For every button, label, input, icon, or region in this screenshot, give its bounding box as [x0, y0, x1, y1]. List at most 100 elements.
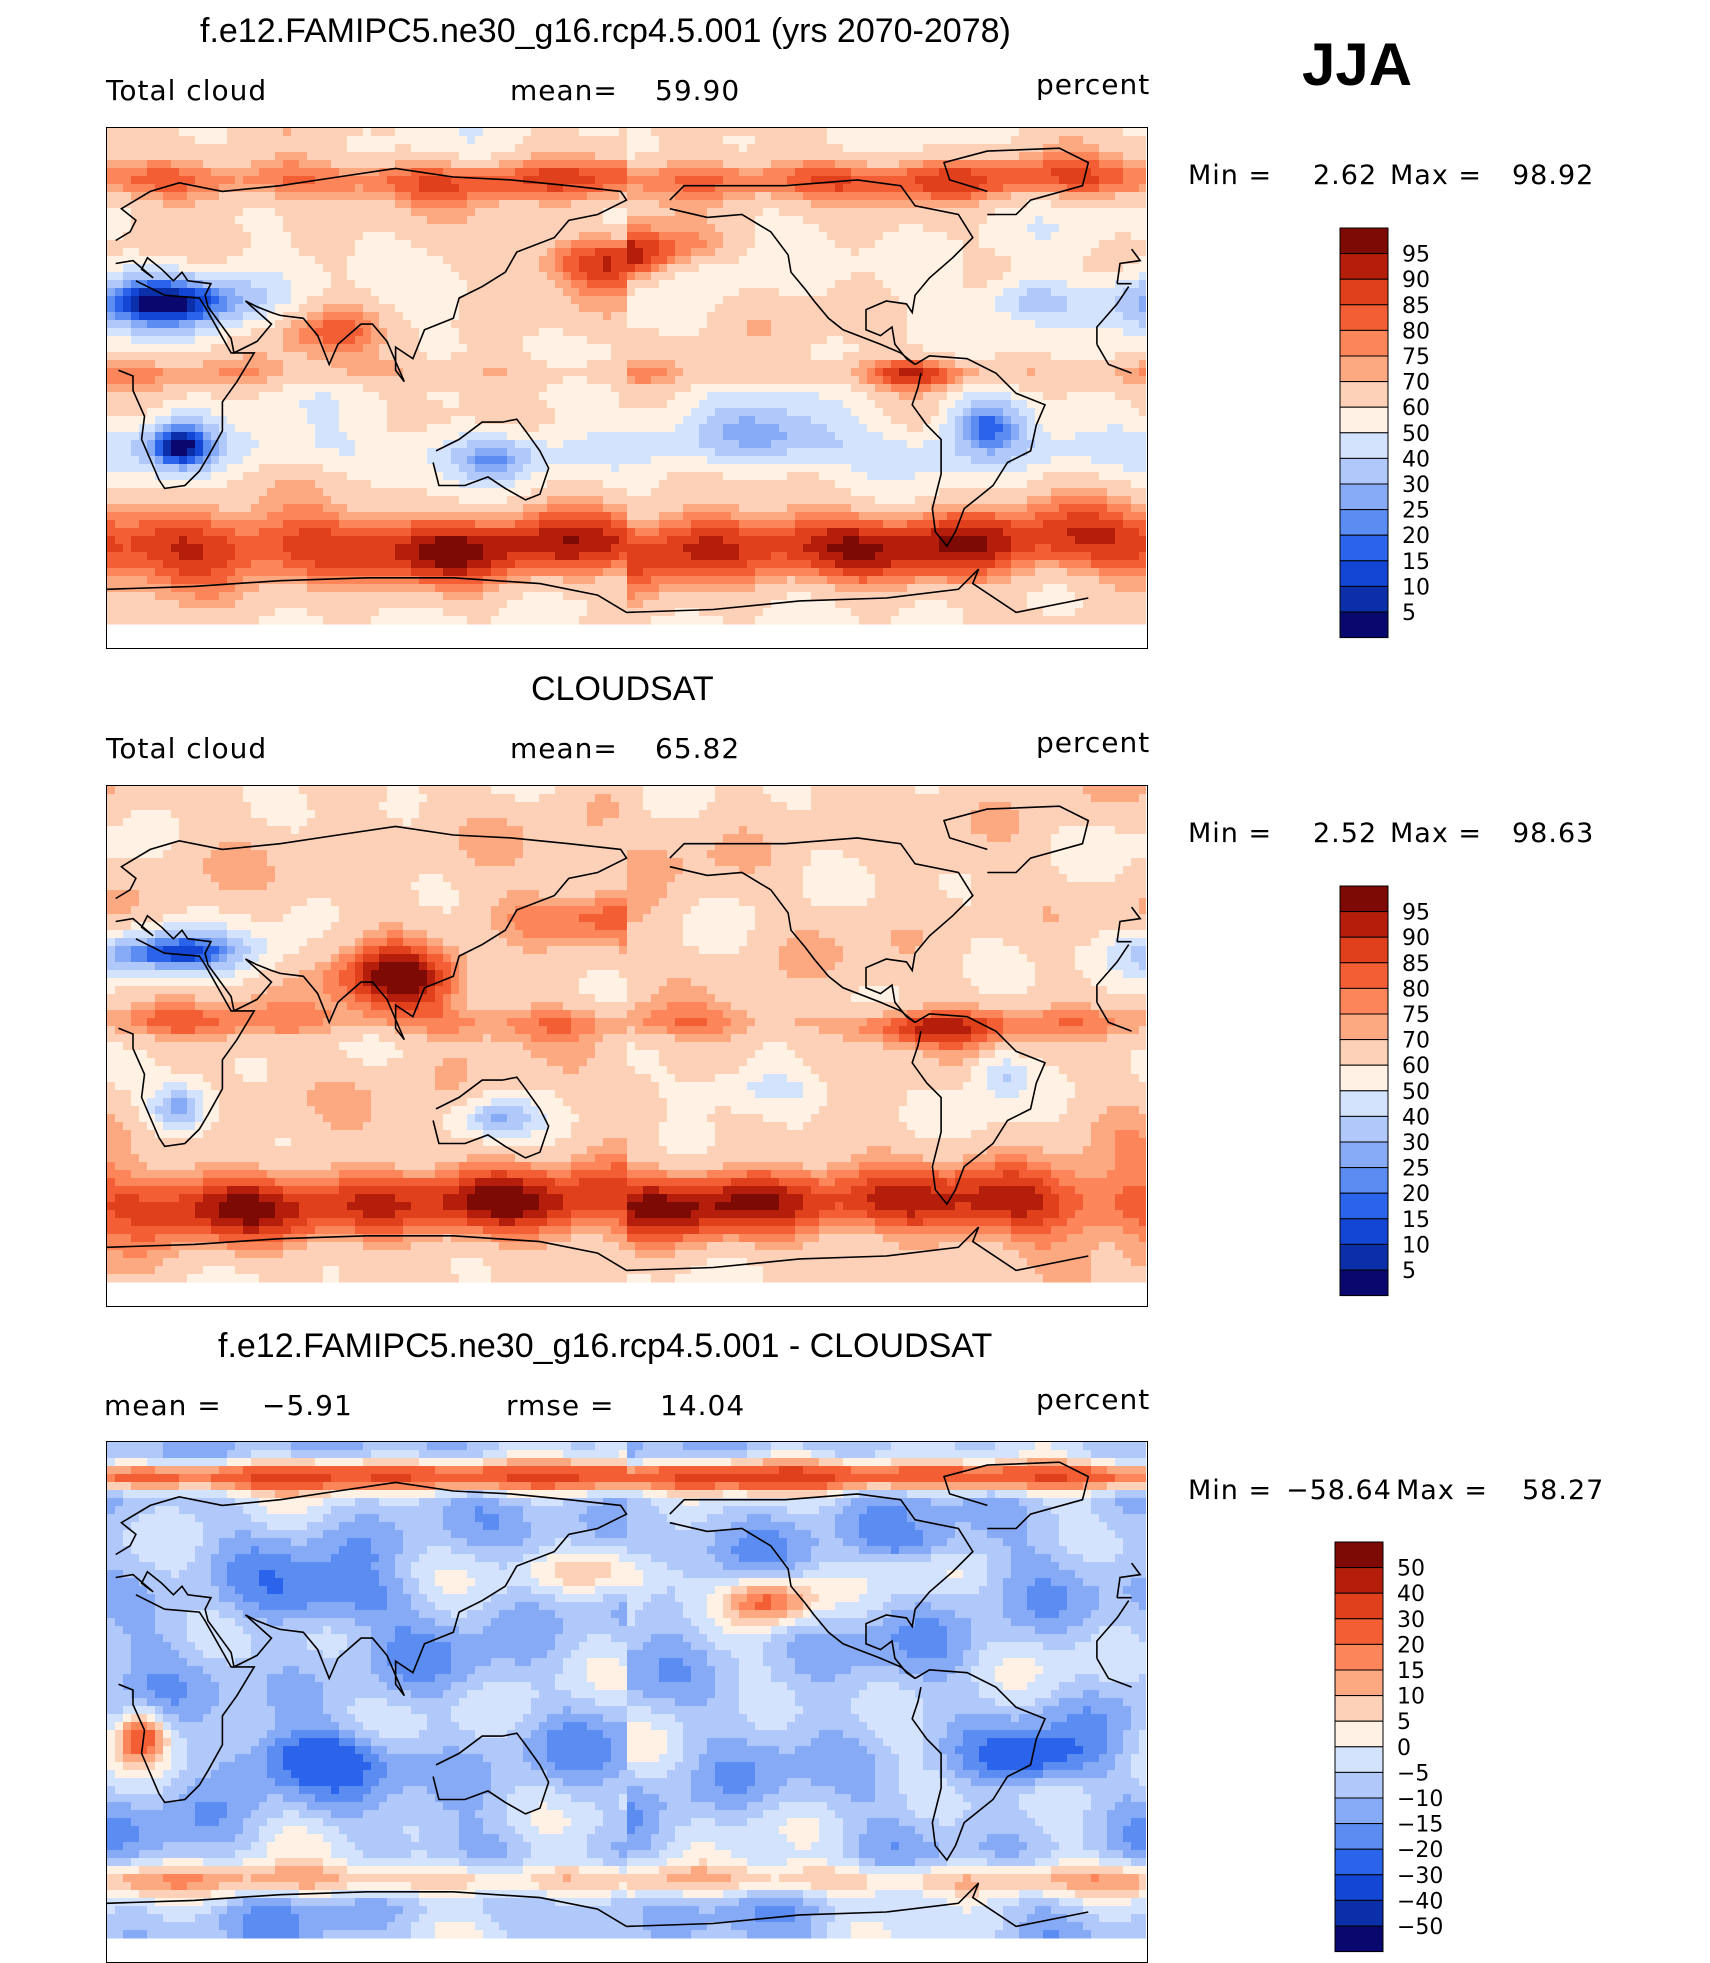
- panel-2-title: CLOUDSAT: [531, 670, 714, 709]
- coastline-africa: [118, 938, 1132, 1148]
- panel-1-colorbar-bin-5: [1339, 355, 1389, 383]
- panel-2-units: percent: [1036, 726, 1150, 759]
- panel-3-colorbar-bin-1: [1334, 1567, 1384, 1594]
- panel-2-colorbar-tick-label: 40: [1402, 1105, 1430, 1130]
- panel-2-contour-field: [107, 786, 1146, 1283]
- panel-3-colorbar-bin-9: [1334, 1771, 1384, 1799]
- panel-1-mean-value: 59.90: [655, 74, 740, 107]
- panel-1-coastlines: [107, 147, 1142, 614]
- panel-3-colorbar-tick-label: 20: [1397, 1633, 1425, 1658]
- panel-2-colorbar-bin-5: [1339, 1013, 1389, 1041]
- panel-1-colorbar-tick-label: 5: [1402, 601, 1416, 626]
- panel-3-colorbar-tick-label: 50: [1397, 1557, 1425, 1582]
- panel-2-colorbar-bin-11: [1339, 1167, 1389, 1194]
- panel-3-colorbar-tick-label: −20: [1397, 1838, 1443, 1863]
- coastline-australia: [432, 418, 550, 501]
- panel-1-colorbar-bin-14: [1339, 585, 1389, 613]
- panel-3-colorbar-tick-label: −10: [1397, 1787, 1443, 1812]
- coastline-africa: [118, 280, 1132, 490]
- panel-1-colorbar-bin-2: [1339, 278, 1389, 306]
- panel-1-colorbar: 95 90 85 80 75 70 60 50 40 30 25 20 15 10 5: [1338, 227, 1498, 640]
- panel-2-colorbar-bin-0: [1339, 885, 1389, 913]
- panel-1-min-label: Min =: [1188, 160, 1272, 191]
- panel-1-map: [106, 127, 1148, 649]
- panel-3-colorbar-bin-11: [1334, 1823, 1384, 1850]
- panel-2-colorbar-bin-12: [1339, 1192, 1389, 1220]
- coastline-north-america: [669, 837, 974, 1024]
- panel-1-mean-label: mean=: [510, 74, 618, 107]
- panel-2-map: [106, 785, 1148, 1307]
- panel-1-colorbar-bin-10: [1339, 483, 1389, 511]
- coastline-south-america: [911, 354, 1047, 548]
- panel-1-max-value: 98.92: [1512, 160, 1594, 191]
- coastline-australia: [432, 1076, 550, 1159]
- panel-2-min-value: 2.52: [1313, 818, 1377, 849]
- panel-2-min-label: Min =: [1188, 818, 1272, 849]
- panel-2-colorbar-bin-15: [1339, 1269, 1389, 1297]
- panel-1-colorbar-tick-label: 10: [1402, 575, 1430, 600]
- panel-2-colorbar-tick-label: 80: [1402, 977, 1430, 1002]
- coastline-greenland: [942, 1461, 1090, 1530]
- panel-1-colorbar-bin-13: [1339, 560, 1389, 587]
- panel-3-colorbar-tick-label: 5: [1397, 1710, 1411, 1735]
- panel-3-rmse-label: rmse =: [506, 1389, 614, 1422]
- panel-3-min-value: −58.64: [1286, 1475, 1392, 1506]
- panel-2-colorbar-tick-label: 85: [1402, 952, 1430, 977]
- coastline-antarctica: [107, 1882, 1089, 1928]
- season-label: JJA: [1302, 30, 1412, 99]
- coastline-north-america: [669, 1493, 974, 1680]
- coastline-antarctica: [107, 568, 1089, 614]
- panel-1-colorbar-tick-label: 75: [1402, 345, 1430, 370]
- panel-1-map-field: [107, 128, 1146, 625]
- panel-3-coastlines: [107, 1461, 1142, 1928]
- panel-2-colorbar-bin-8: [1339, 1090, 1389, 1117]
- panel-2-colorbar-bin-14: [1339, 1243, 1389, 1271]
- panel-3-colorbar-bin-7: [1334, 1720, 1384, 1748]
- panel-3-colorbar-bin-0: [1334, 1541, 1384, 1569]
- panel-1-colorbar-bin-9: [1339, 457, 1389, 485]
- panel-2-map-field: [107, 786, 1146, 1283]
- panel-1-max-label: Max =: [1390, 160, 1482, 191]
- panel-1-colorbar-bin-15: [1339, 611, 1389, 639]
- panel-2-colorbar-bin-7: [1339, 1064, 1389, 1092]
- panel-3-colorbar-tick-label: −40: [1397, 1889, 1443, 1914]
- panel-1-colorbar-bin-1: [1339, 253, 1389, 280]
- panel-1-colorbar-tick-label: 30: [1402, 473, 1430, 498]
- panel-3-max-value: 58.27: [1522, 1475, 1604, 1506]
- panel-2-colorbar-tick-label: 70: [1402, 1029, 1430, 1054]
- panel-2-colorbar-tick-label: 60: [1402, 1054, 1430, 1079]
- panel-1-colorbar-tick-label: 95: [1402, 243, 1430, 268]
- panel-1-title: f.e12.FAMIPC5.ne30_g16.rcp4.5.001 (yrs 2…: [200, 12, 1011, 51]
- panel-1-colorbar-tick-label: 70: [1402, 371, 1430, 396]
- panel-2-colorbar-tick-label: 90: [1402, 926, 1430, 951]
- panel-2-colorbar-bin-9: [1339, 1115, 1389, 1143]
- panel-1-colorbar-tick-label: 40: [1402, 447, 1430, 472]
- panel-2-colorbar-tick-label: 20: [1402, 1182, 1430, 1207]
- panel-3-colorbar-tick-label: −5: [1397, 1761, 1429, 1786]
- coastline-eurasia: [115, 825, 1142, 1041]
- panel-2-colorbar: 95 90 85 80 75 70 60 50 40 30 25 20 15 10 5: [1338, 885, 1498, 1298]
- panel-3-colorbar-bin-6: [1334, 1695, 1384, 1722]
- panel-3-contour-field: [107, 1442, 1146, 1939]
- panel-1-colorbar-bin-0: [1339, 227, 1389, 255]
- panel-2-colorbar-tick-label: 75: [1402, 1003, 1430, 1028]
- panel-3-title: f.e12.FAMIPC5.ne30_g16.rcp4.5.001 - CLOU…: [218, 1327, 992, 1366]
- panel-2-colorbar-bin-6: [1339, 1039, 1389, 1066]
- panel-1-min-value: 2.62: [1313, 160, 1377, 191]
- panel-1-colorbar-tick-label: 85: [1402, 294, 1430, 319]
- panel-3-colorbar-bin-3: [1334, 1618, 1384, 1645]
- panel-2-colorbar-bin-4: [1339, 987, 1389, 1015]
- panel-2-max-value: 98.63: [1512, 818, 1594, 849]
- coastline-greenland: [942, 805, 1090, 874]
- panel-2-variable-label: Total cloud: [106, 732, 267, 765]
- coastline-south-america: [911, 1668, 1047, 1862]
- panel-3-colorbar-tick-label: −15: [1397, 1813, 1443, 1838]
- panel-1-colorbar-tick-label: 25: [1402, 499, 1430, 524]
- panel-2-colorbar-tick-label: 95: [1402, 901, 1430, 926]
- panel-1-colorbar-tick-label: 90: [1402, 268, 1430, 293]
- coastline-australia: [432, 1732, 550, 1815]
- panel-3-map-field: [107, 1442, 1146, 1939]
- panel-1-colorbar-bin-8: [1339, 432, 1389, 459]
- panel-3-map: [106, 1441, 1148, 1963]
- panel-2-colorbar-tick-label: 5: [1402, 1259, 1416, 1284]
